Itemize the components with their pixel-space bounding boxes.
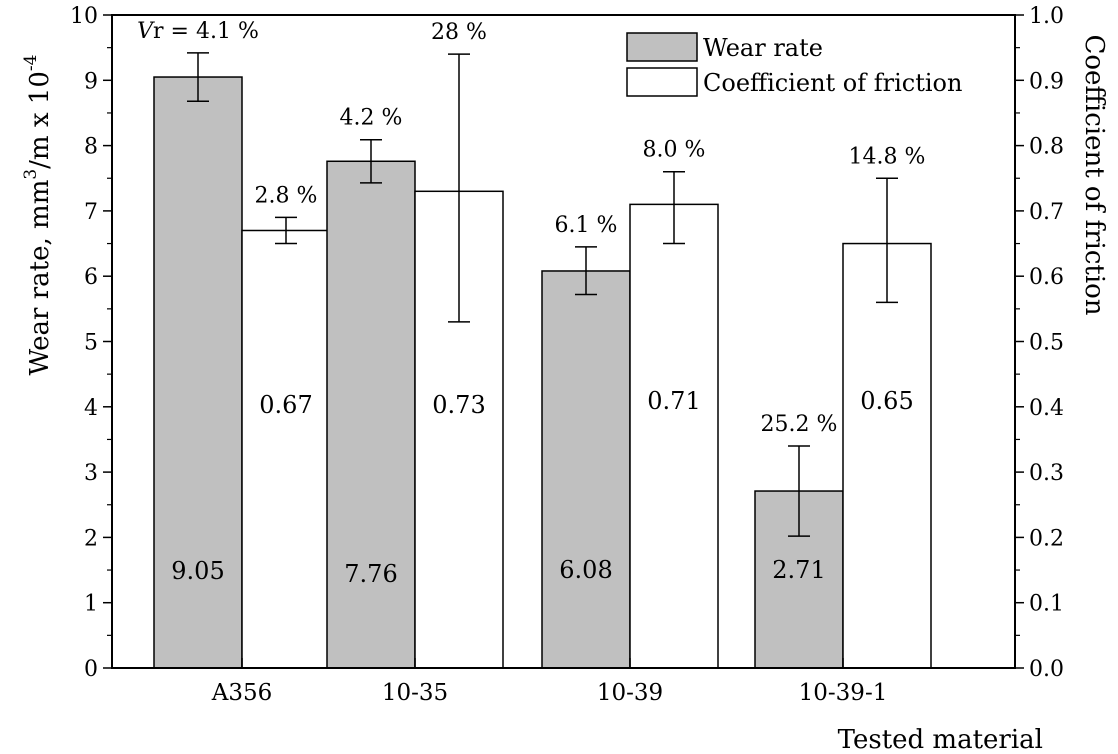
legend: Wear rate Coefficient of friction	[626, 32, 962, 97]
left-y-tick-label: 7	[84, 200, 98, 225]
right-y-tick-label: 1.0	[1029, 4, 1064, 29]
wear-rate-variation-label: 4.2 %	[340, 106, 403, 131]
category-label: 10-39	[597, 680, 663, 706]
wear-rate-value-label: 2.71	[772, 556, 825, 584]
left-axis-title-middle: /m x 10	[25, 71, 55, 169]
friction-variation-label: 2.8 %	[255, 183, 318, 208]
left-axis-title-sup2: -4	[21, 55, 41, 72]
left-y-tick-label: 2	[84, 526, 98, 551]
axis-titles: Tested material Coefficient of friction …	[21, 34, 1109, 754]
friction-error-bar	[876, 177, 898, 304]
wear-rate-bar	[541, 270, 631, 669]
friction-variation-label: 8.0 %	[643, 138, 706, 163]
friction-variation-label: 28 %	[431, 20, 487, 45]
legend-label: Wear rate	[703, 34, 823, 62]
left-y-tick-label: 1	[84, 592, 98, 617]
wear-rate-value-label: 6.08	[559, 556, 612, 584]
friction-error-bar	[663, 170, 685, 245]
friction-error-bar	[448, 53, 470, 323]
left-axis-title-sup1: 3	[21, 169, 41, 180]
friction-value-label: 0.73	[432, 391, 485, 419]
friction-bar	[842, 242, 932, 669]
right-y-tick-label: 0.8	[1029, 135, 1064, 160]
right-y-tick-label: 0.9	[1029, 69, 1064, 94]
friction-value-label: 0.71	[647, 387, 700, 415]
right-y-tick-label: 0.3	[1029, 461, 1064, 486]
right-y-tick-label: 0.2	[1029, 526, 1064, 551]
wear-rate-error-bar	[575, 246, 597, 296]
left-y-tick-label: 9	[84, 69, 98, 94]
wear-rate-variation-label: Vr = 4.1 %	[137, 19, 259, 44]
left-y-tick-label: 4	[84, 396, 98, 421]
wear-rate-value-label: 7.76	[344, 560, 397, 588]
right-y-tick-label: 0.5	[1029, 331, 1064, 356]
left-y-tick-label: 10	[70, 4, 98, 29]
right-y-tick-label: 0.1	[1029, 592, 1064, 617]
legend-item-friction: Coefficient of friction	[626, 67, 962, 97]
wear-rate-error-bar	[360, 138, 382, 184]
friction-bar	[629, 203, 719, 669]
wear-rate-value-label: 9.05	[171, 557, 224, 585]
labels-layer: 9.05 0.67 Vr = 4.1 % 2.8 % 7.76 0.73 4.2 % 28 %…	[137, 19, 925, 588]
x-axis-title: Tested material	[838, 725, 1043, 754]
wear-rate-bar	[326, 160, 416, 669]
category-label: A356	[211, 680, 273, 706]
wear-rate-variation-label: 25.2 %	[761, 412, 838, 437]
left-y-tick-label: 3	[84, 461, 98, 486]
legend-label: Coefficient of friction	[703, 69, 962, 97]
right-axis-title: Coefficient of friction	[1079, 34, 1109, 315]
left-y-tick-label: 5	[84, 331, 98, 356]
left-axis-title-prefix: Wear rate, mm	[25, 180, 55, 376]
right-y-tick-label: 0.7	[1029, 200, 1064, 225]
legend-swatch	[626, 32, 698, 62]
legend-item-wear-rate: Wear rate	[626, 32, 823, 62]
category-label: 10-35	[382, 680, 448, 706]
axes-layer: A356 10-35 10-39 10-39-1 0 1 2 3 4 5 6 7 8 9 10 0.0 0.1 0…	[70, 4, 1064, 706]
left-y-tick-label: 0	[84, 657, 98, 682]
friction-value-label: 0.65	[860, 387, 913, 415]
right-y-tick-label: 0.6	[1029, 265, 1064, 290]
left-axis-title: Wear rate, mm3/m x 10-4	[21, 55, 55, 376]
wear-rate-error-bar	[187, 52, 209, 102]
right-y-tick-label: 0.4	[1029, 396, 1064, 421]
right-y-tick-label: 0.0	[1029, 657, 1064, 682]
friction-error-bar	[275, 216, 297, 245]
wear-rate-bar	[153, 76, 243, 669]
friction-bar	[241, 229, 331, 669]
friction-value-label: 0.67	[259, 391, 312, 419]
left-y-tick-label: 8	[84, 135, 98, 160]
legend-swatch	[626, 67, 698, 97]
category-label: 10-39-1	[799, 680, 888, 706]
wear-rate-error-bar	[788, 445, 810, 537]
friction-variation-label: 14.8 %	[849, 144, 926, 169]
left-y-tick-label: 6	[84, 265, 98, 290]
error-bars-layer	[187, 52, 898, 537]
bars-layer	[153, 76, 932, 669]
wear-rate-variation-label: 6.1 %	[555, 213, 618, 238]
